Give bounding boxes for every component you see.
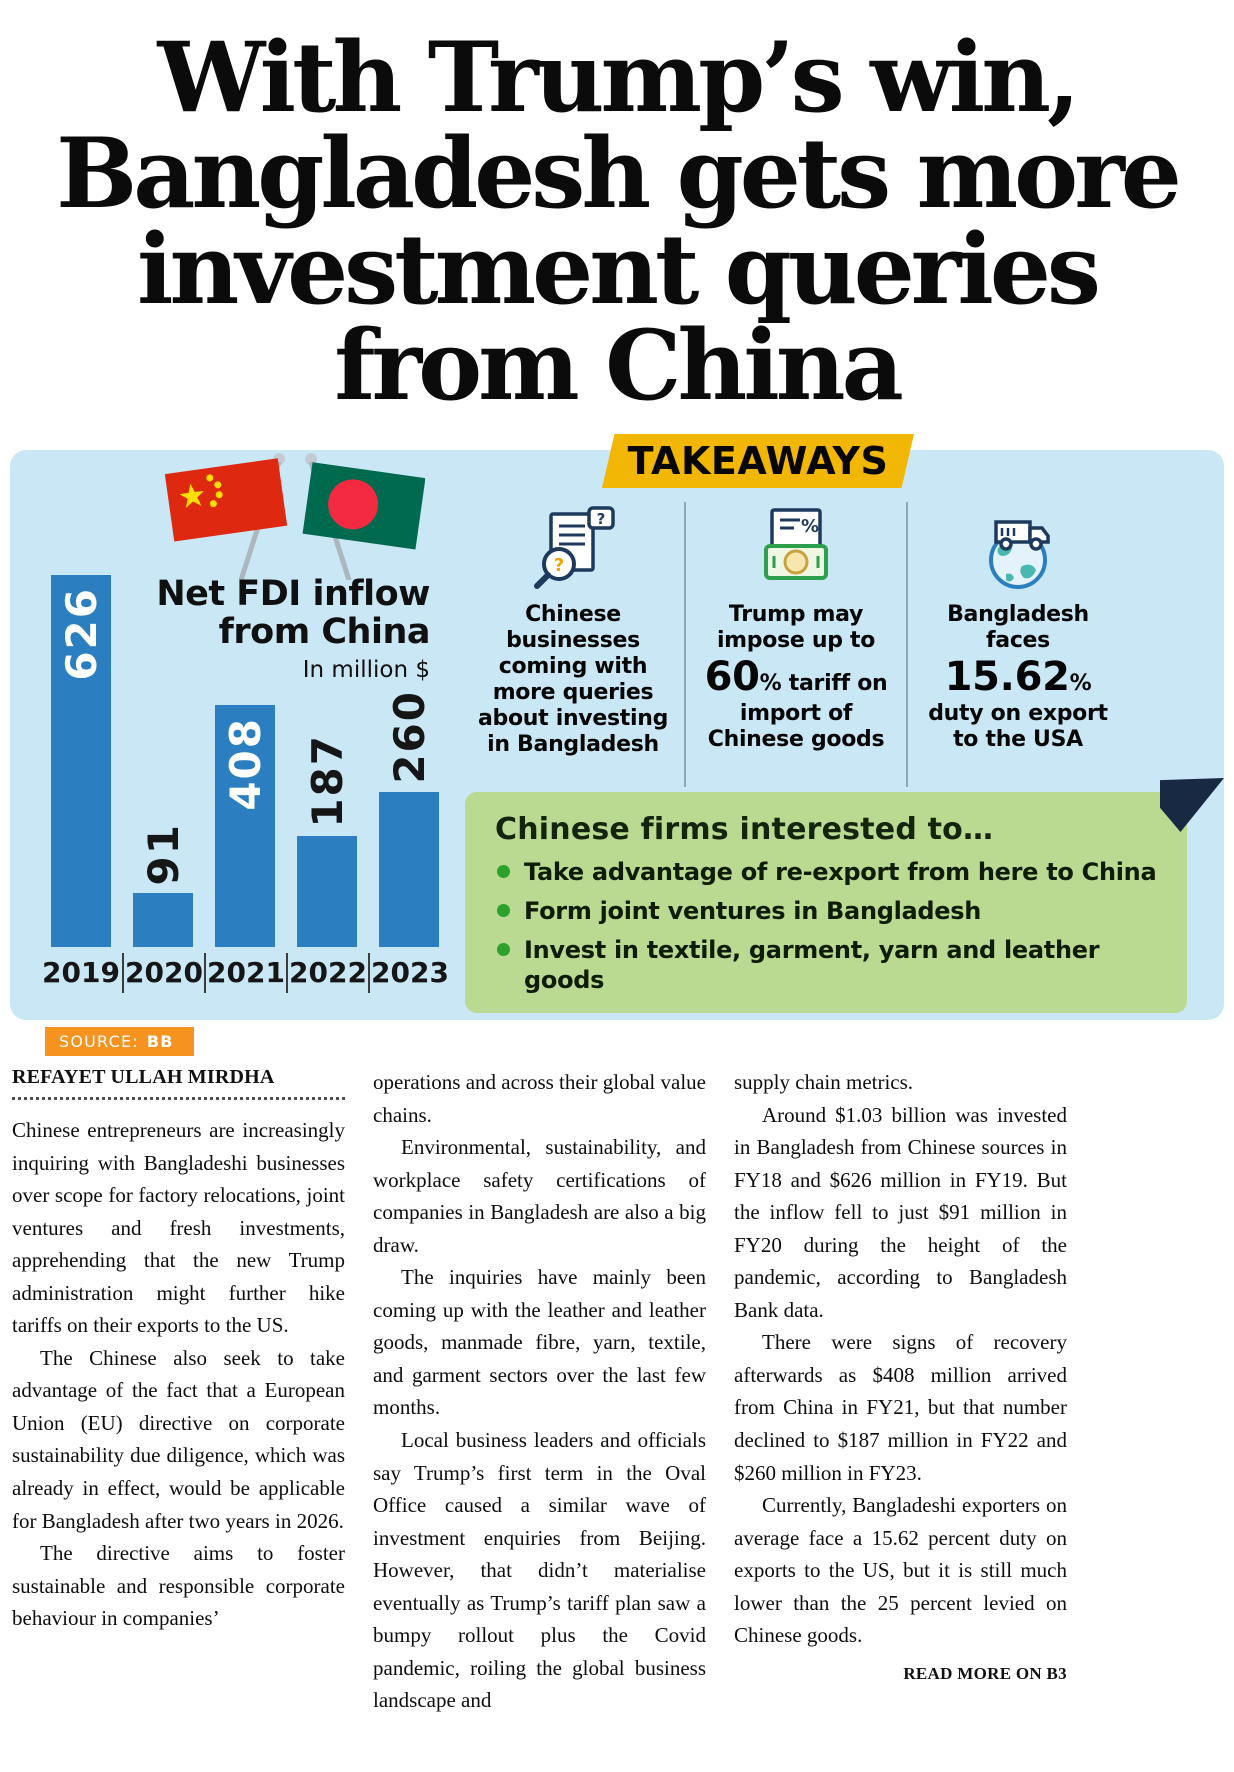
- chart-bar-value-label: 91: [138, 822, 188, 885]
- interest-bullet-text: Invest in textile, garment, yarn and lea…: [524, 936, 1100, 994]
- chart-bar-2023: [379, 792, 439, 947]
- takeaway-text: Chinese businesses coming with more quer…: [477, 602, 669, 757]
- interest-box-title: Chinese firms interested to…: [495, 812, 994, 847]
- bullet-dot-icon: [497, 865, 510, 878]
- chart-bar-value-label: 408: [220, 717, 270, 811]
- source-value: BB: [146, 1032, 174, 1051]
- svg-text:%: %: [801, 516, 819, 537]
- article-paragraph: There were signs of recovery afterwards …: [734, 1330, 1067, 1485]
- chart-bar-value-label: 187: [302, 734, 352, 828]
- bullet-dot-icon: [497, 904, 510, 917]
- banknote-percent-icon: %: [696, 502, 896, 594]
- document-search-icon: ? ?: [472, 502, 674, 594]
- bullet-dot-icon: [497, 943, 510, 956]
- takeaway-trump-tariff: % Trump may impose up to 60% tariff on i…: [684, 502, 906, 787]
- chart-bar-2022: [297, 836, 357, 947]
- source-label: SOURCE:: [59, 1032, 139, 1051]
- takeaway-text: Trump may impose up to 60% tariff on imp…: [696, 602, 896, 753]
- interest-bullet: Take advantage of re-export from here to…: [495, 857, 1157, 887]
- headline: With Trump’s win, Bangladesh gets more i…: [0, 30, 1234, 414]
- takeaway-text-post: % tariff on import of Chinese goods: [707, 670, 888, 753]
- byline: REFAYET ULLAH MIRDHA: [12, 1066, 275, 1088]
- infographic-panel: Net FDI inflow from China In million $ 6…: [10, 434, 1224, 1020]
- article-paragraph: operations and across their global value…: [373, 1070, 706, 1127]
- chart-year-label: 2023: [368, 953, 450, 993]
- article-paragraph: supply chain metrics.: [734, 1070, 914, 1094]
- column-paragraphs: Chinese entrepreneurs are increasingly i…: [12, 1114, 345, 1635]
- article-paragraph: The directive aims to foster sustainable…: [12, 1541, 345, 1631]
- interest-bullet-text: Form joint ventures in Bangladesh: [524, 897, 982, 925]
- read-more-link[interactable]: READ MORE ON B3: [903, 1663, 1067, 1683]
- interest-bullet-text: Take advantage of re-export from here to…: [524, 858, 1157, 886]
- chart-unit-label: In million $: [302, 656, 430, 683]
- truck-globe-icon: [918, 502, 1118, 594]
- article-paragraph: Local business leaders and officials say…: [373, 1428, 706, 1713]
- article-body: REFAYET ULLAH MIRDHA Chinese entrepreneu…: [12, 1066, 1068, 1717]
- china-bangladesh-flags-icon: [164, 450, 426, 585]
- article-column-2: operations and across their global value…: [373, 1066, 706, 1717]
- article-paragraph: The Chinese also seek to take advantage …: [12, 1345, 345, 1533]
- interest-bullet: Invest in textile, garment, yarn and lea…: [495, 935, 1157, 995]
- headline-line: With Trump’s win,: [157, 21, 1081, 134]
- chart-year-label: 2021: [204, 953, 286, 993]
- article-column-3: supply chain metrics. Around $1.03 billio…: [734, 1066, 1067, 1717]
- chart-year-label: 2022: [286, 953, 368, 993]
- takeaway-chinese-queries: ? ? Chinese businesses coming with more …: [462, 502, 684, 787]
- chart-title-line: from China: [218, 611, 431, 652]
- byline-divider: [12, 1097, 345, 1100]
- takeaways-row: ? ? Chinese businesses coming with more …: [462, 502, 1130, 787]
- fdi-bar-chart: 626 91 408 187 260: [40, 575, 450, 947]
- chart-bar-2019: [51, 575, 111, 947]
- takeaway-text-post: % duty on export to the USA: [928, 670, 1108, 753]
- headline-line: from China: [334, 309, 904, 422]
- interest-bullet-list: Take advantage of re-export from here to…: [495, 857, 1157, 995]
- chart-bar-value-label: 626: [56, 587, 106, 681]
- duty-percentage-value: 15.62: [944, 653, 1070, 700]
- column-paragraphs: operations and across their global value…: [373, 1066, 706, 1717]
- headline-line: Bangladesh gets more: [56, 117, 1182, 230]
- chart-year-label: 2020: [122, 953, 204, 993]
- article-paragraph: Currently, Bangladeshi exporters on aver…: [734, 1493, 1067, 1648]
- svg-text:?: ?: [597, 510, 606, 528]
- article-paragraph: Environmental, sustainability, and workp…: [373, 1135, 706, 1257]
- takeaway-text-pre: Trump may impose up to: [716, 602, 876, 653]
- chart-title: Net FDI inflow from China In million $: [100, 574, 431, 683]
- headline-line: investment queries: [137, 213, 1101, 326]
- takeaway-bangladesh-duty: Bangladesh faces 15.62% duty on export t…: [906, 502, 1128, 787]
- takeaways-banner: TAKEAWAYS: [602, 434, 914, 488]
- chart-bar-2020: [133, 893, 193, 947]
- source-tag: SOURCE: BB: [45, 1027, 194, 1056]
- column-paragraphs: supply chain metrics. Around $1.03 billio…: [734, 1066, 1067, 1652]
- interest-bullet: Form joint ventures in Bangladesh: [495, 896, 1157, 926]
- article-column-1: REFAYET ULLAH MIRDHA Chinese entrepreneu…: [12, 1066, 345, 1717]
- chinese-firms-interest-box: Chinese firms interested to… Take advant…: [465, 792, 1187, 1013]
- chart-title-line: Net FDI inflow: [156, 574, 430, 614]
- svg-text:?: ?: [554, 555, 564, 576]
- chart-bar-2021: [215, 705, 275, 947]
- takeaway-text-pre: Bangladesh faces: [947, 602, 1089, 653]
- article-paragraph: Around $1.03 billion was invested in Ban…: [734, 1102, 1067, 1322]
- chart-bar-value-label: 260: [384, 690, 434, 784]
- tariff-percentage-value: 60: [704, 653, 760, 700]
- article-paragraph: The inquiries have mainly been coming up…: [373, 1265, 706, 1420]
- chart-year-label: 2019: [42, 956, 120, 989]
- chart-year-axis: 2019 2020 2021 2022 2023: [40, 953, 450, 993]
- article-paragraph: Chinese entrepreneurs are increasingly i…: [12, 1118, 345, 1338]
- takeaway-text: Bangladesh faces 15.62% duty on export t…: [918, 602, 1118, 753]
